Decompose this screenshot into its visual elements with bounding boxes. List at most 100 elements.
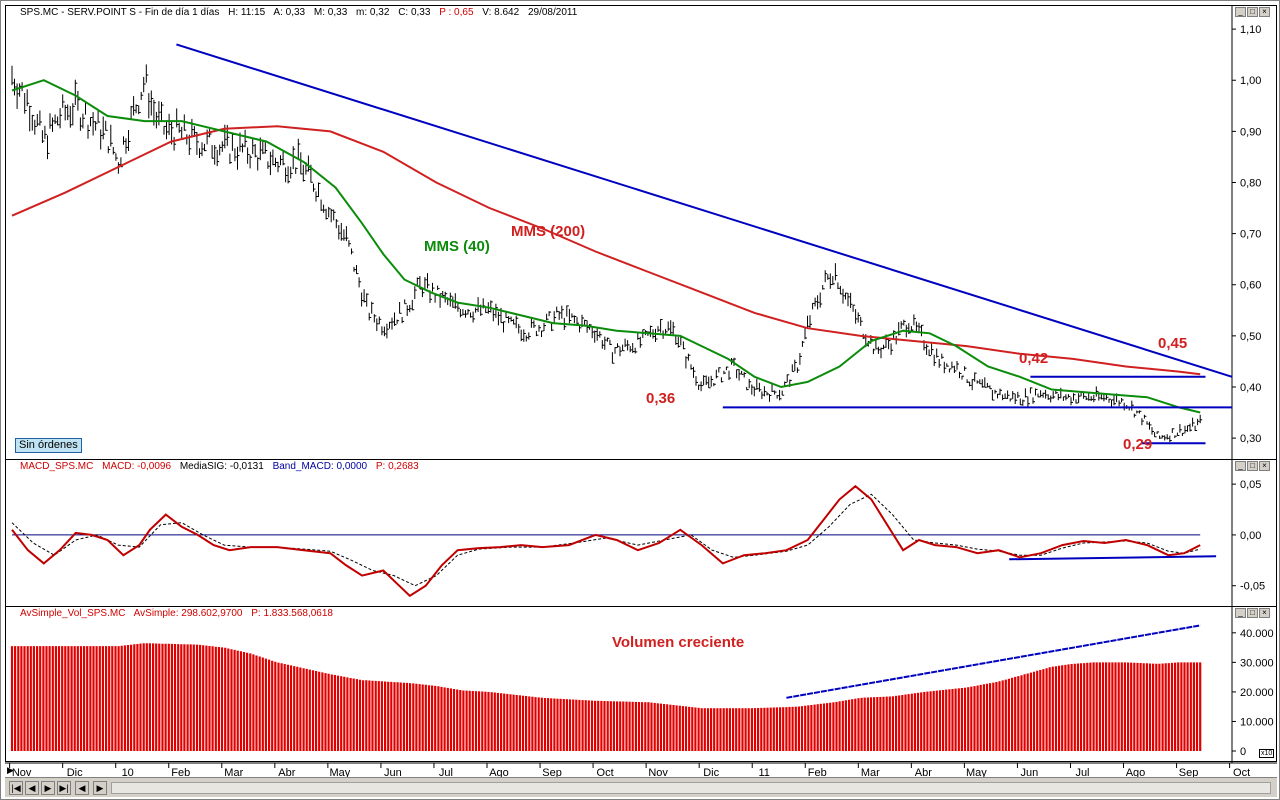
macd-p-value: P: 0,2683 [375, 461, 419, 472]
price-y-tick-label: 0,40 [1240, 382, 1261, 394]
macd-pane-title: MACD_SPS.MC MACD: -0,0096 MediaSIG: -0,0… [20, 461, 425, 472]
volume-annotation: Volumen creciente [612, 634, 744, 651]
volume-y-tick-label: 10.000 [1240, 716, 1274, 728]
price-y-tick-label: 0,50 [1240, 331, 1261, 343]
macd-pane-window-buttons: _ □ × [1235, 461, 1270, 471]
ma40-label: MMS (40) [424, 238, 490, 255]
annotation-045: 0,45 [1158, 335, 1187, 352]
title-part-red: P : 0,65 [439, 7, 474, 18]
price-y-tick-label: 0,80 [1240, 177, 1261, 189]
volume-y-tick-label: 20.000 [1240, 687, 1274, 699]
axis-scroll-arrow-icon[interactable]: ▶ [7, 765, 14, 775]
close-icon[interactable]: × [1259, 608, 1270, 618]
time-tick-label: Abr [915, 767, 932, 779]
annotation-042: 0,42 [1019, 350, 1048, 367]
macd-y-tick-label: 0,00 [1240, 530, 1261, 542]
volume-y-tick-label: 0 [1240, 746, 1246, 758]
title-part: A: 0,33 [273, 7, 306, 18]
title-part: M: 0,33 [313, 7, 348, 18]
horizontal-scrollbar[interactable] [111, 782, 1271, 794]
ma200-label: MMS (200) [511, 223, 585, 240]
previous-icon[interactable]: ◀ [25, 781, 39, 795]
time-tick-label: Abr [278, 767, 295, 779]
time-tick-label: Oct [1233, 767, 1250, 779]
maximize-icon[interactable]: □ [1247, 461, 1258, 471]
minimize-icon[interactable]: _ [1235, 608, 1246, 618]
time-tick-label: Jul [439, 767, 453, 779]
price-pane-title: SPS.MC - SERV.POINT S - Fin de día 1 día… [20, 7, 583, 18]
scroll-right-icon[interactable]: ▶ [93, 781, 107, 795]
price-y-tick-label: 0,90 [1240, 126, 1261, 138]
time-tick-label: Dic [67, 767, 83, 779]
volume-y-tick-label: 30.000 [1240, 657, 1274, 669]
macd-signal-line [11, 493, 1201, 587]
title-part: 29/08/2011 [527, 7, 578, 18]
time-tick-label: Oct [597, 767, 614, 779]
time-tick-label: Nov [12, 767, 32, 779]
time-tick-label: Jun [384, 767, 402, 779]
time-tick-label: 10 [122, 767, 134, 779]
time-tick-label: Ago [1126, 767, 1146, 779]
price-y-tick-label: 0,60 [1240, 280, 1261, 292]
time-tick-label: Dic [703, 767, 719, 779]
macd-name: MACD_SPS.MC [20, 461, 94, 472]
volume-chart: 40.000 30.000 20.000 10.000 0 Volumen crecien… [10, 607, 1274, 763]
title-part: V: 8.642 [482, 7, 520, 18]
volume-pane-window-buttons: _ □ × [1235, 608, 1270, 618]
volume-trend-line [786, 624, 1201, 699]
downtrend-line [176, 43, 1233, 378]
navigation-bar: |◀ ◀ ▶ ▶| ◀ ▶ [5, 777, 1277, 797]
macd-band-value: Band_MACD: 0,0000 [272, 461, 368, 472]
volume-pane[interactable]: AvSimple_Vol_SPS.MC AvSimple: 298.602,97… [5, 606, 1277, 763]
scale-multiplier: x10 [1259, 749, 1275, 758]
time-tick-label: Jul [1075, 767, 1089, 779]
annotation-036: 0,36 [646, 390, 675, 407]
first-page-icon[interactable]: |◀ [9, 781, 23, 795]
price-chart: 1,10 1,00 0,90 0,80 0,70 0,60 0,50 0,40 0,30 MMS … [11, 6, 1261, 461]
minimize-icon[interactable]: _ [1235, 461, 1246, 471]
price-y-tick-label: 0,70 [1240, 229, 1261, 241]
macd-y-tick-label: -0,05 [1240, 581, 1265, 593]
price-y-tick-label: 0,30 [1240, 433, 1261, 445]
title-part: SPS.MC - SERV.POINT S - Fin de día 1 día… [20, 7, 220, 18]
annotation-029: 0,29 [1123, 436, 1152, 453]
scroll-left-icon[interactable]: ◀ [75, 781, 89, 795]
time-tick-label: 11 [759, 767, 770, 779]
next-icon[interactable]: ▶ [41, 781, 55, 795]
time-tick-label: Sep [542, 767, 562, 779]
maximize-icon[interactable]: □ [1247, 608, 1258, 618]
last-page-icon[interactable]: ▶| [57, 781, 71, 795]
price-pane[interactable]: SPS.MC - SERV.POINT S - Fin de día 1 día… [5, 5, 1277, 461]
time-tick-label: Feb [808, 767, 827, 779]
time-tick-label: Sep [1179, 767, 1199, 779]
time-tick-label: May [966, 767, 987, 779]
title-part: C: 0,33 [398, 7, 431, 18]
close-icon[interactable]: × [1259, 461, 1270, 471]
price-y-tick-label: 1,10 [1240, 24, 1261, 36]
time-tick-label: May [329, 767, 350, 779]
title-part: m: 0,32 [356, 7, 390, 18]
time-tick-label: Mar [224, 767, 243, 779]
time-tick-label: Mar [861, 767, 880, 779]
time-tick-label: Jun [1021, 767, 1039, 779]
ma200-line [11, 125, 1201, 376]
volume-pane-title: AvSimple_Vol_SPS.MC AvSimple: 298.602,97… [20, 608, 339, 619]
time-tick-label: Ago [489, 767, 509, 779]
macd-signal-value: MediaSIG: -0,0131 [179, 461, 264, 472]
volume-y-tick-label: 40.000 [1240, 628, 1274, 640]
macd-support-line [1009, 555, 1217, 561]
volume-p-value: P: 1.833.568,0618 [251, 608, 333, 619]
time-tick-label: Nov [648, 767, 668, 779]
macd-pane[interactable]: MACD_SPS.MC MACD: -0,0096 MediaSIG: -0,0… [5, 459, 1277, 608]
title-part: H: 11:15 [228, 7, 266, 18]
price-pane-window-buttons: _ □ × [1235, 7, 1270, 17]
orders-status-button[interactable]: Sin órdenes [15, 438, 82, 453]
macd-line [11, 484, 1201, 598]
close-icon[interactable]: × [1259, 7, 1270, 17]
maximize-icon[interactable]: □ [1247, 7, 1258, 17]
minimize-icon[interactable]: _ [1235, 7, 1246, 17]
time-tick-label: Feb [171, 767, 190, 779]
ma40-line [11, 79, 1201, 414]
volume-name: AvSimple_Vol_SPS.MC [20, 608, 126, 619]
